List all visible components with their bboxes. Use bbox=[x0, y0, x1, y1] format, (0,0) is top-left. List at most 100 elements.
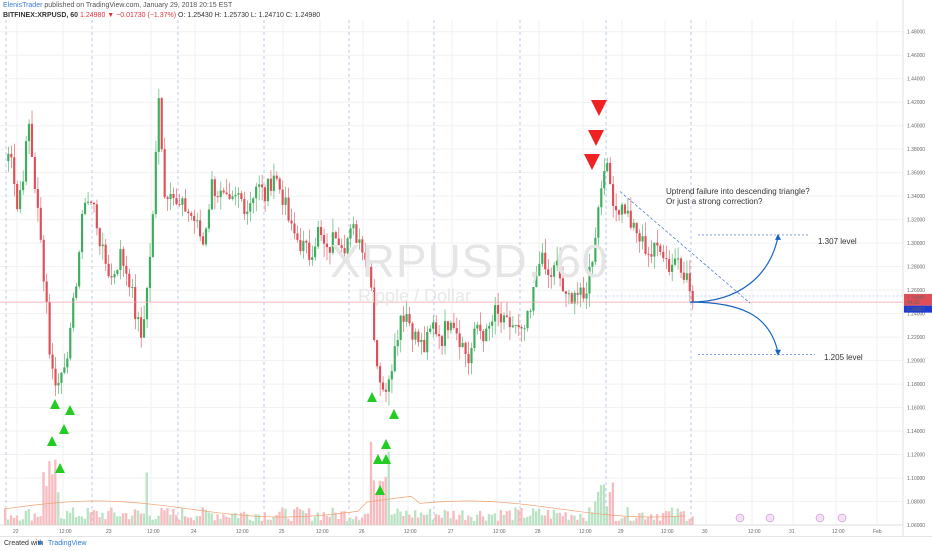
volume-bar bbox=[623, 516, 626, 525]
volume-bar bbox=[676, 508, 679, 525]
price-axis[interactable]: 1.48000 1.46000 1.44000 1.42000 1.40000 1.380… bbox=[902, 0, 932, 536]
volume-bar bbox=[679, 511, 682, 525]
volume-bar bbox=[240, 512, 243, 525]
volume-bar bbox=[127, 519, 131, 525]
candle-body bbox=[255, 186, 258, 199]
candle-body bbox=[27, 123, 31, 142]
volume-bar bbox=[260, 520, 263, 525]
author-link[interactable]: ElenisTrader bbox=[3, 2, 43, 9]
volume-bar bbox=[358, 520, 361, 525]
candle-body bbox=[275, 175, 278, 179]
candle-body bbox=[659, 245, 662, 252]
volume-bar bbox=[219, 518, 222, 525]
candle-body bbox=[72, 297, 75, 328]
candle-body bbox=[691, 291, 694, 303]
candle-body bbox=[199, 220, 202, 237]
candle-body bbox=[308, 242, 311, 260]
candle-body bbox=[181, 198, 184, 205]
volume-bar bbox=[319, 520, 322, 525]
candle-body bbox=[266, 178, 269, 202]
price-tick-label: 1.16000 bbox=[907, 406, 925, 412]
tradingview-brand[interactable]: TradingView bbox=[48, 540, 87, 547]
candle-body bbox=[349, 228, 352, 239]
volume-bar bbox=[658, 520, 662, 525]
candle-body bbox=[66, 358, 69, 368]
candle-body bbox=[314, 246, 317, 258]
volume-bar bbox=[45, 486, 48, 525]
time-axis[interactable]: 22 12:00 23 12:00 24 12:00 25 12:00 26 12:00 27 12:… bbox=[0, 524, 903, 535]
volume-bar bbox=[422, 514, 426, 525]
volume-bar bbox=[390, 514, 393, 525]
candle-body bbox=[63, 367, 66, 373]
candle-body bbox=[101, 244, 104, 247]
price-tick-label: 1.20000 bbox=[907, 359, 925, 365]
buy-signal-icon bbox=[55, 463, 65, 473]
price-tick-label: 1.46000 bbox=[907, 53, 925, 59]
candle-body bbox=[570, 293, 573, 304]
candle-body bbox=[668, 259, 671, 272]
candle-body bbox=[361, 239, 364, 253]
candle-body bbox=[555, 260, 559, 266]
candle-body bbox=[83, 202, 87, 214]
time-tick-label: 22 bbox=[13, 529, 19, 535]
candle-body bbox=[473, 328, 476, 348]
volume-bar bbox=[650, 514, 653, 525]
volume-bar bbox=[101, 512, 104, 525]
volume-bar bbox=[307, 508, 311, 525]
candle-body bbox=[317, 227, 320, 247]
price-tick-label: 1.30000 bbox=[907, 241, 925, 247]
tradingview-logo-icon[interactable]: ■ bbox=[38, 540, 43, 547]
volume-bar bbox=[254, 514, 258, 525]
candle-body bbox=[656, 242, 659, 246]
candle-body bbox=[210, 179, 213, 210]
volume-bar bbox=[644, 519, 647, 525]
volume-bar bbox=[139, 513, 143, 525]
volume-bar bbox=[638, 513, 641, 525]
volume-bar bbox=[204, 509, 207, 525]
volume-bar bbox=[340, 511, 343, 525]
candle-body bbox=[626, 210, 629, 214]
volume-bar bbox=[331, 507, 334, 525]
volume-bar bbox=[514, 507, 517, 525]
candle-body bbox=[299, 239, 302, 252]
candle-body bbox=[81, 213, 84, 253]
volume-bar bbox=[535, 511, 538, 525]
volume-bar bbox=[42, 472, 45, 525]
volume-bar bbox=[231, 513, 234, 525]
volume-bar bbox=[157, 515, 160, 525]
volume-bar bbox=[375, 491, 379, 525]
candle-body bbox=[284, 197, 287, 205]
candle-body bbox=[629, 210, 632, 228]
candle-body bbox=[187, 211, 190, 214]
volume-bar bbox=[440, 517, 443, 525]
buy-signal-icon bbox=[50, 399, 60, 409]
time-tick-label: 12:00 bbox=[493, 529, 506, 535]
candle-body bbox=[140, 317, 143, 338]
time-tick-label: 27 bbox=[448, 529, 454, 535]
candle-body bbox=[612, 184, 615, 206]
volume-bar bbox=[304, 513, 308, 525]
volume-bar bbox=[107, 511, 110, 525]
candle-body bbox=[458, 333, 461, 348]
candle-body bbox=[588, 266, 591, 294]
candle-body bbox=[328, 247, 331, 253]
candle-body bbox=[426, 331, 429, 353]
candle-body bbox=[594, 237, 597, 262]
candle-body bbox=[432, 322, 435, 329]
candle-body bbox=[252, 198, 255, 204]
volume-bar bbox=[499, 509, 502, 525]
volume-bar bbox=[269, 519, 272, 525]
candle-body bbox=[461, 342, 464, 348]
volume-bar bbox=[201, 507, 204, 525]
candle-body bbox=[45, 281, 48, 302]
candle-body bbox=[178, 204, 181, 206]
price-tick-label: 1.38000 bbox=[907, 147, 925, 153]
candle-body bbox=[553, 265, 556, 277]
candle-body bbox=[617, 210, 621, 215]
volume-bar bbox=[546, 509, 550, 525]
volume-bar bbox=[12, 517, 16, 525]
volume-bar bbox=[275, 514, 278, 525]
candle-body bbox=[476, 324, 479, 329]
candle-body bbox=[635, 222, 638, 234]
